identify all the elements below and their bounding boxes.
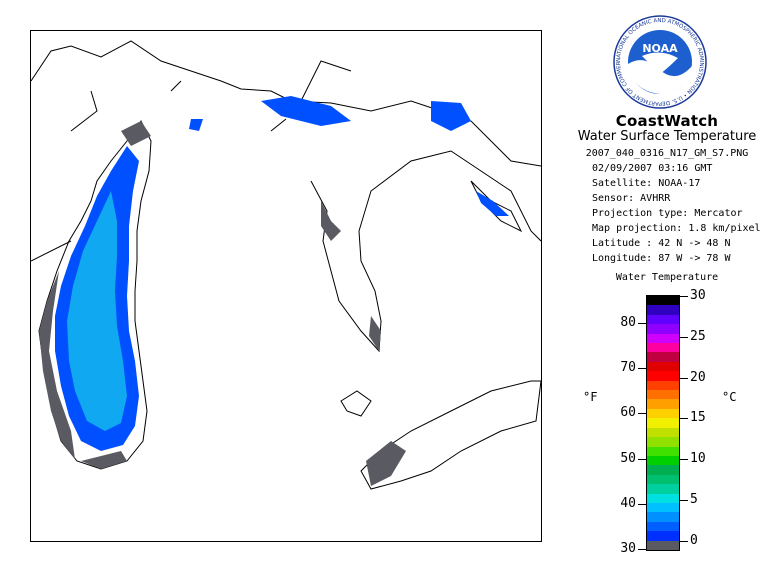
- image-metadata: 02/09/2007 03:16 GMT Satellite: NOAA-17 …: [592, 161, 761, 266]
- color-scale-segment: [647, 437, 679, 447]
- celsius-tick-mark: [680, 377, 688, 379]
- datetime-label: 02/09/2007 03:16 GMT: [592, 163, 713, 174]
- color-scale-segment: [647, 474, 679, 485]
- celsius-tick-mark: [680, 540, 688, 542]
- celsius-tick-label: 25: [690, 328, 706, 344]
- fahrenheit-tick-mark: [638, 458, 646, 460]
- color-scale-segment: [647, 314, 679, 325]
- longitude-label: Longitude: 87 W -> 78 W: [592, 253, 731, 264]
- georgian-bay-water: [476, 191, 509, 216]
- color-scale-segment: [647, 446, 679, 456]
- color-scale-segment: [647, 324, 679, 334]
- color-scale-segment: [647, 305, 679, 315]
- color-scale-bar: [646, 295, 680, 551]
- ice-saginaw: [321, 201, 341, 241]
- celsius-tick-label: 0: [690, 532, 698, 548]
- color-scale-segment: [647, 493, 679, 503]
- lake-erie-shoreline: [360, 380, 541, 490]
- color-scale-segment: [647, 465, 679, 475]
- ice-erie-shore: [366, 441, 406, 486]
- celsius-tick-mark: [680, 500, 688, 502]
- celsius-tick-mark: [680, 296, 688, 297]
- lake-michigan-shoreline: [38, 120, 152, 470]
- ice-huron-south: [369, 316, 381, 351]
- color-scale-segment: [647, 399, 679, 409]
- color-scale-segment: [647, 390, 679, 400]
- celsius-tick-mark: [680, 336, 688, 338]
- color-scale-segment: [647, 380, 679, 391]
- color-scale-segment: [647, 418, 679, 428]
- color-scale-segment: [647, 484, 679, 494]
- satellite-label: Satellite: NOAA-17: [592, 178, 701, 189]
- lake-st-clair-shoreline: [340, 390, 372, 417]
- misc-coast-lines: [31, 60, 352, 262]
- color-scale-segment: [647, 371, 679, 381]
- color-scale-segment: [647, 521, 679, 532]
- fahrenheit-tick-label: 60: [620, 405, 636, 421]
- color-scale-segment: [647, 333, 679, 344]
- huron-small-water: [189, 119, 203, 131]
- fahrenheit-tick-mark: [638, 549, 646, 550]
- celsius-tick-mark: [680, 418, 688, 420]
- map-canvas: [31, 40, 541, 490]
- lake-huron-shoreline: [310, 150, 541, 353]
- fahrenheit-tick-label: 70: [620, 360, 636, 376]
- color-scale-segment: [647, 540, 679, 550]
- up-bay-water: [261, 96, 351, 126]
- fahrenheit-tick-mark: [638, 413, 646, 415]
- fahrenheit-tick-label: 40: [620, 495, 636, 511]
- celsius-tick-mark: [680, 459, 688, 461]
- lake-michigan-cyan-core: [67, 191, 127, 431]
- fahrenheit-tick-label: 30: [620, 541, 636, 556]
- celsius-tick-label: 5: [690, 492, 698, 508]
- celsius-tick-label: 20: [690, 369, 706, 385]
- celsius-tick-label: 15: [690, 410, 706, 426]
- ice-west-shore: [39, 271, 75, 459]
- color-scale-segment: [647, 512, 679, 522]
- color-scale-segment: [647, 427, 679, 438]
- color-scale-segment: [647, 352, 679, 362]
- celsius-tick-label: 30: [690, 288, 706, 303]
- logo-text: NOAA: [642, 42, 678, 55]
- fahrenheit-tick-label: 80: [620, 315, 636, 331]
- map-projection-label: Map projection: 1.8 km/pixel: [592, 223, 761, 234]
- ice-up-shore: [121, 121, 151, 146]
- sensor-label: Sensor: AVHRR: [592, 193, 671, 204]
- color-scale-segment: [647, 361, 679, 372]
- color-scale-segment: [647, 343, 679, 353]
- fahrenheit-unit-label: °F: [583, 390, 598, 404]
- fahrenheit-tick-mark: [638, 368, 646, 370]
- north-channel-water: [431, 101, 471, 131]
- celsius-unit-label: °C: [722, 390, 737, 404]
- color-scale-segment: [647, 455, 679, 466]
- fahrenheit-tick-label: 50: [620, 450, 636, 466]
- legend-title: Water Temperature: [615, 272, 719, 283]
- latitude-label: Latitude : 42 N -> 48 N: [592, 238, 731, 249]
- temperature-map: [30, 30, 542, 542]
- product-subtitle: Water Surface Temperature: [577, 129, 757, 144]
- app-title: CoastWatch: [615, 112, 719, 130]
- fahrenheit-tick-mark: [638, 323, 646, 325]
- fahrenheit-tick-mark: [638, 503, 646, 505]
- color-scale-segment: [647, 408, 679, 419]
- filename-label: 2007_040_0316_N17_GM_S7.PNG: [585, 148, 749, 159]
- celsius-tick-label: 10: [690, 451, 706, 467]
- noaa-logo: NATIONAL OCEANIC AND ATMOSPHERIC ADMINIS…: [610, 10, 708, 110]
- color-scale-segment: [647, 296, 679, 306]
- color-scale-segment: [647, 531, 679, 541]
- color-scale-segment: [647, 502, 679, 513]
- ice-south-shore: [81, 451, 127, 469]
- projection-type-label: Projection type: Mercator: [592, 208, 743, 219]
